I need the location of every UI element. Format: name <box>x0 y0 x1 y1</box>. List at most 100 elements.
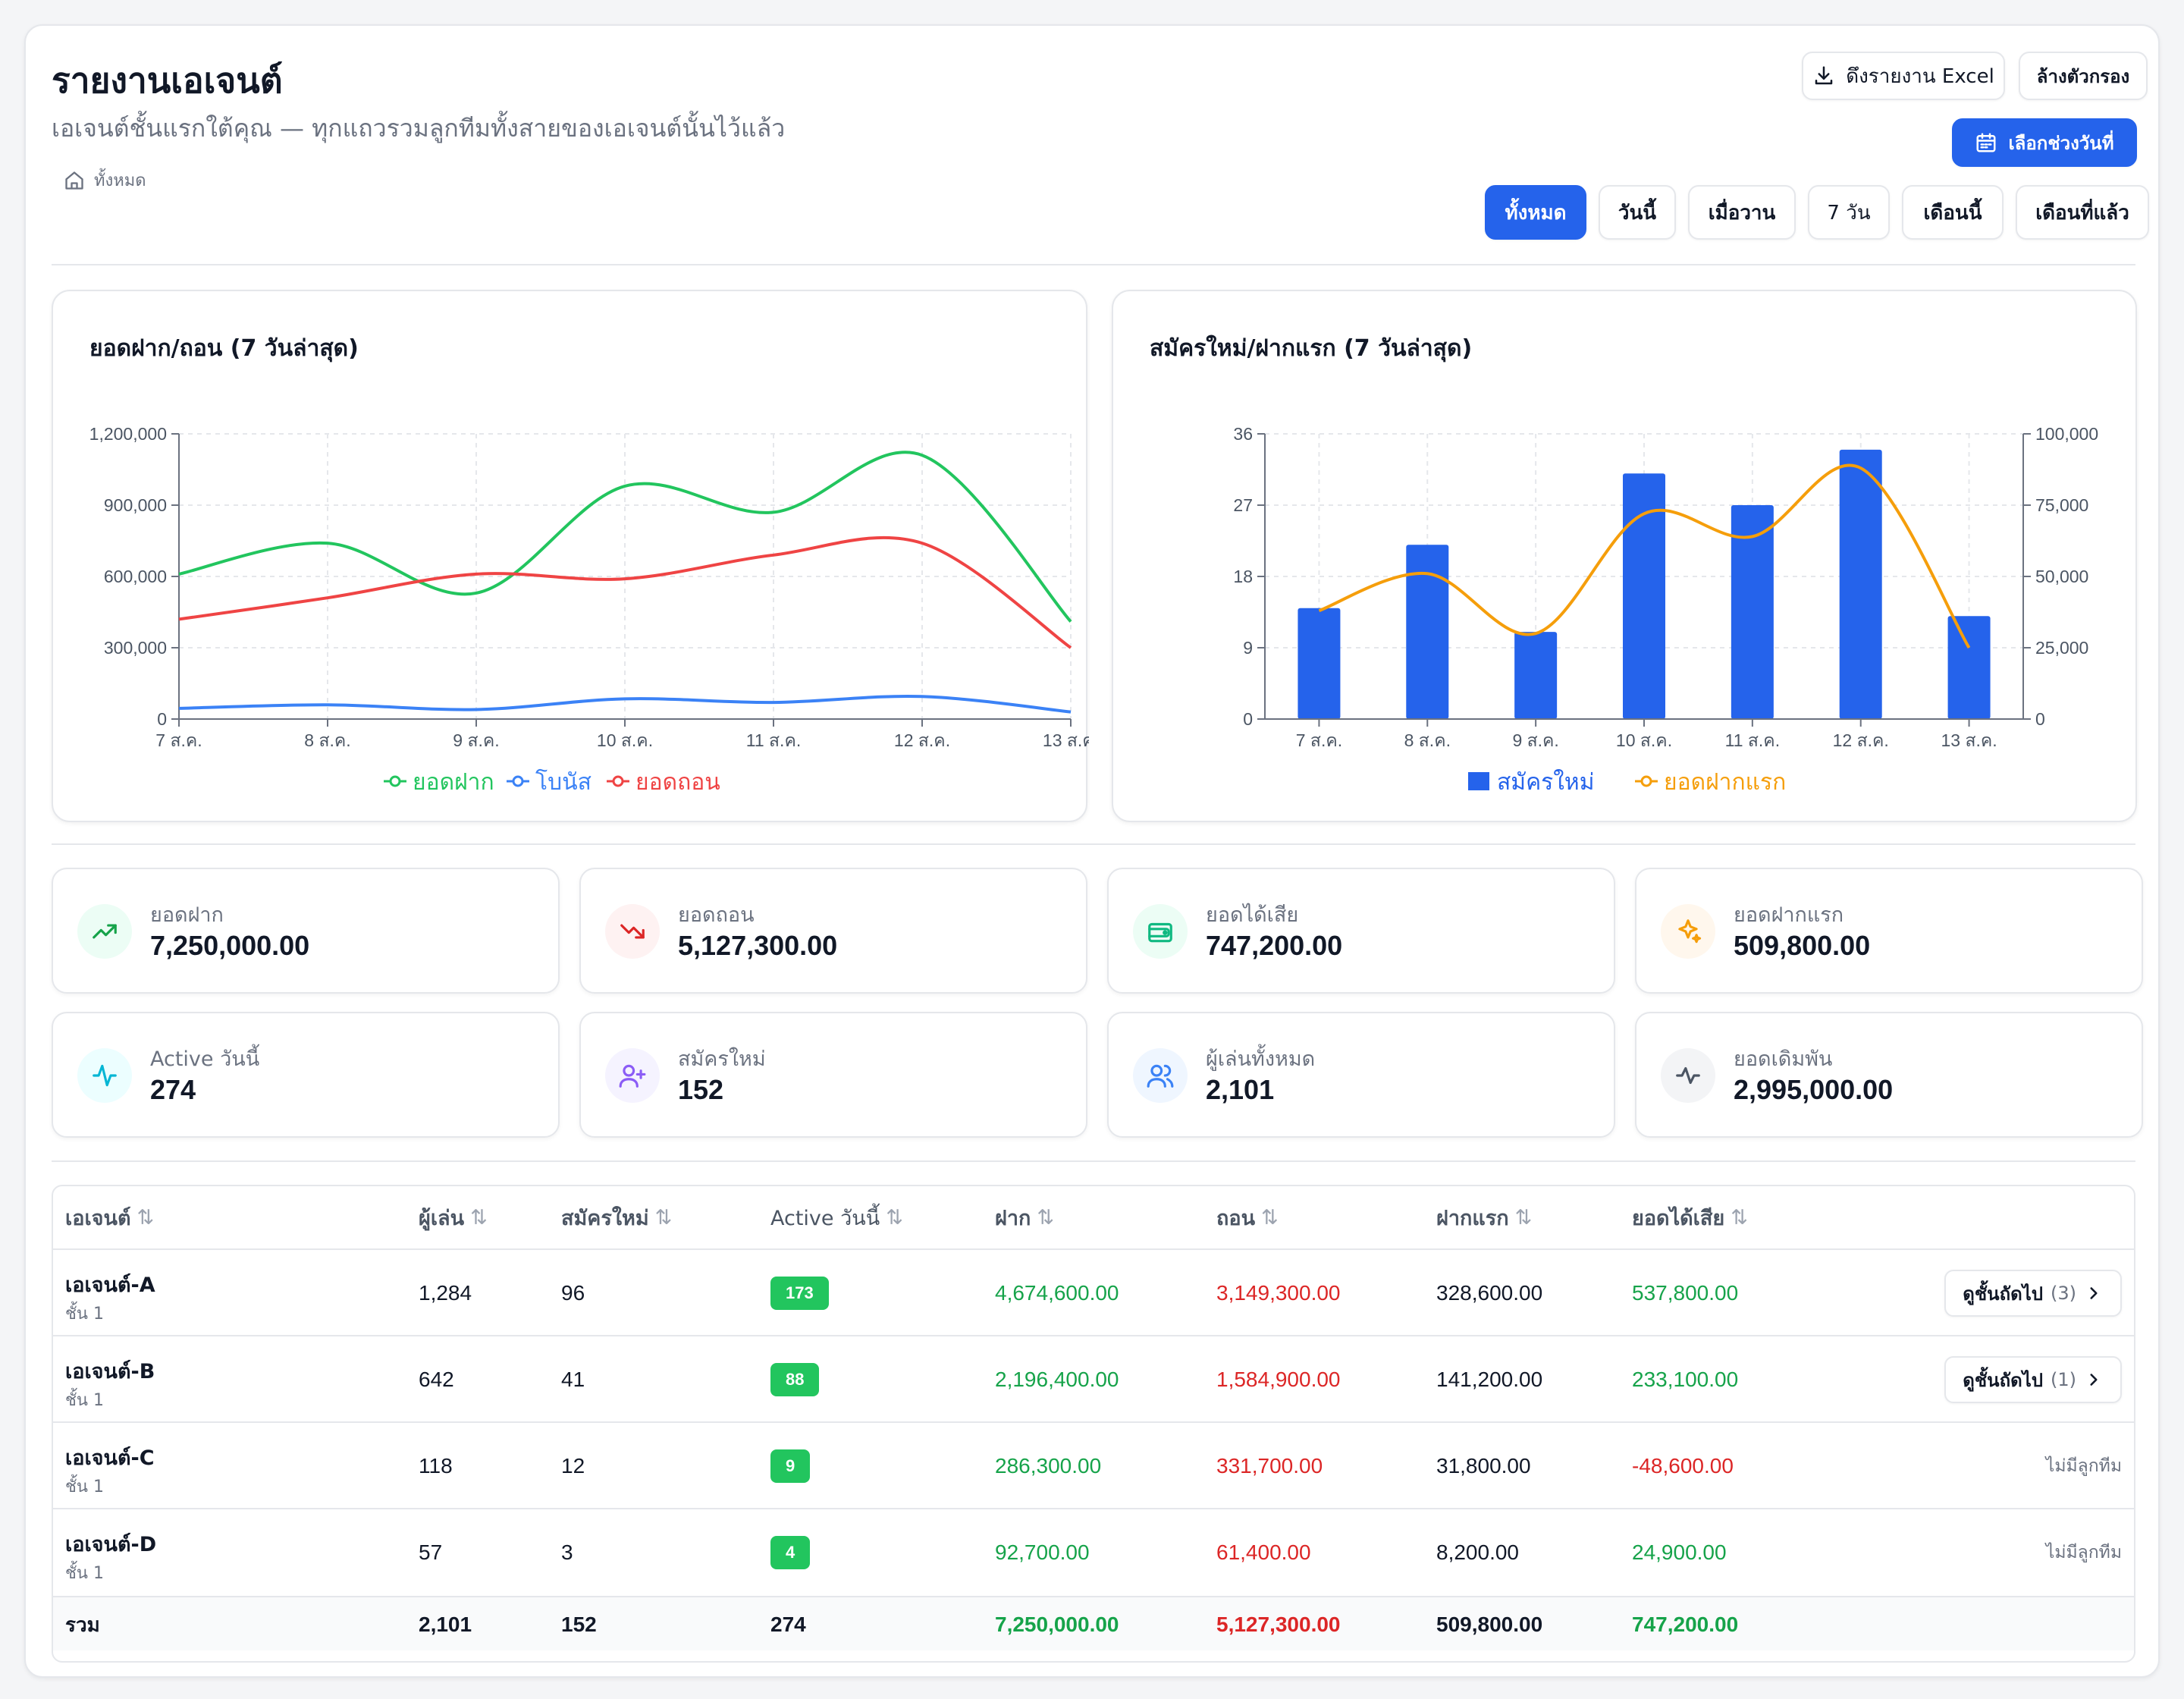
page-subtitle: เอเจนต์ชั้นแรกใต้คุณ — ทุกแถวรวมลูกทีมทั… <box>52 114 786 143</box>
total-active: 274 <box>770 1613 806 1636</box>
y-left-tick-label: 27 <box>1233 495 1253 515</box>
withdraw-cell: 3,149,300.00 <box>1216 1281 1341 1305</box>
stat-card: ยอดเดิมพัน 2,995,000.00 <box>1635 1012 2143 1138</box>
chevron-right-icon <box>2090 1374 2098 1386</box>
total-first-deposit: 509,800.00 <box>1436 1613 1543 1636</box>
sparkles-icon <box>1661 904 1715 959</box>
agent-tier: ชั้น 1 <box>65 1305 104 1324</box>
table-total-row: รวม 2,101 152 274 7,250,000.00 5,127,300… <box>53 1596 2134 1650</box>
profit-loss-cell: 24,900.00 <box>1632 1540 1727 1564</box>
column-header-players[interactable]: ผู้เล่น ⇅ <box>419 1205 488 1230</box>
table-row: เอเจนต์-B ชั้น 1 642 41 88 2,196,400.00 … <box>53 1335 2134 1421</box>
y-right-tick-label: 25,000 <box>2035 638 2088 658</box>
stat-label: ยอดฝาก <box>150 903 224 927</box>
date-range-button[interactable]: เลือกช่วงวันที่ <box>1952 118 2137 167</box>
y-right-tick-label: 100,000 <box>2035 424 2098 444</box>
calendar-icon <box>1976 133 1996 152</box>
deposit-withdraw-chart-card: ยอดฝาก/ถอน (7 วันล่าสุด) 0 300,000 600,000… <box>52 290 1089 822</box>
column-header-first-deposit[interactable]: ฝากแรก ⇅ <box>1436 1205 1533 1230</box>
clear-filter-label: ล้างตัวกรอง <box>2036 65 2130 87</box>
export-excel-label: ดึงรายงาน Excel <box>1846 64 1994 88</box>
total-players: 2,101 <box>419 1613 472 1636</box>
view-next-level-button[interactable]: ดูชั้นถัดไป (3) <box>1944 1270 2122 1317</box>
y-tick-label: 900,000 <box>104 495 167 515</box>
active-badge: 173 <box>770 1277 829 1310</box>
first-deposit-line <box>1318 463 1971 649</box>
x-tick-label: 9 ส.ค. <box>1512 730 1558 750</box>
filter-this-month-button[interactable]: เดือนนี้ <box>1902 185 2004 240</box>
y-left-tick-label: 9 <box>1243 638 1253 658</box>
column-header-agent[interactable]: เอเจนต์ ⇅ <box>65 1205 155 1230</box>
filter-all-button[interactable]: ทั้งหมด <box>1485 185 1586 240</box>
x-tick-label: 10 ส.ค. <box>597 730 653 750</box>
no-team-label: ไม่มีลูกทีม <box>2045 1543 2122 1562</box>
stat-card: Active วันนี้ 274 <box>52 1012 560 1138</box>
x-tick-label: 9 ส.ค. <box>453 730 499 750</box>
breadcrumb[interactable]: ทั้งหมด <box>64 167 146 193</box>
filter-7days-button[interactable]: 7 วัน <box>1808 185 1890 240</box>
bar <box>1839 449 1882 719</box>
column-header-active-today[interactable]: Active วันนี้ ⇅ <box>770 1205 903 1230</box>
stat-value: 5,127,300.00 <box>678 930 838 961</box>
filter-last-month-button[interactable]: เดือนที่แล้ว <box>2016 185 2149 240</box>
y-right-tick-label: 50,000 <box>2035 567 2088 586</box>
deposit-cell: 4,674,600.00 <box>995 1281 1119 1305</box>
column-header-new-signups[interactable]: สมัครใหม่ ⇅ <box>561 1205 673 1230</box>
stat-label: ยอดถอน <box>678 903 755 927</box>
total-withdraw: 5,127,300.00 <box>1216 1613 1341 1636</box>
signup-first-deposit-chart: 0 9 18 27 36 0 25,000 50,000 75,000 100,000 7 ส.ค.… <box>1233 424 2098 796</box>
x-tick-label: 8 ส.ค. <box>1404 730 1451 750</box>
filter-yesterday-button[interactable]: เมื่อวาน <box>1688 185 1796 240</box>
stat-card: ยอดฝากแรก 509,800.00 <box>1635 868 2143 994</box>
stat-value: 152 <box>678 1074 724 1105</box>
column-header-profit-loss[interactable]: ยอดได้เสีย ⇅ <box>1632 1205 1748 1230</box>
legend-label: ยอดถอน <box>635 769 720 796</box>
players-cell: 642 <box>419 1368 454 1391</box>
trending-up-icon <box>77 904 132 959</box>
bar <box>1298 608 1341 719</box>
legend-marker <box>512 775 524 787</box>
stat-label: ยอดฝากแรก <box>1734 903 1844 927</box>
new-signups-cell: 12 <box>561 1454 585 1478</box>
new-signups-cell: 3 <box>561 1540 573 1564</box>
players-cell: 57 <box>419 1540 443 1564</box>
x-tick-label: 7 ส.ค. <box>1296 730 1342 750</box>
divider <box>52 264 2135 265</box>
signup-first-deposit-chart-card: สมัครใหม่/ฝากแรก (7 วันล่าสุด) 0 9 18 27 36 0… <box>1112 290 2137 822</box>
view-next-level-button[interactable]: ดูชั้นถัดไป (1) <box>1944 1356 2122 1403</box>
first-deposit-cell: 8,200.00 <box>1436 1540 1519 1564</box>
report-page: รายงานเอเจนต์ เอเจนต์ชั้นแรกใต้คุณ — ทุก… <box>24 24 2160 1678</box>
withdraw-cell: 331,700.00 <box>1216 1454 1323 1478</box>
y-right-tick-label: 0 <box>2035 709 2045 729</box>
chart-title: สมัครใหม่/ฝากแรก (7 วันล่าสุด) <box>1150 335 1473 362</box>
total-profit-loss: 747,200.00 <box>1632 1613 1739 1636</box>
filter-today-button[interactable]: วันนี้ <box>1599 185 1676 240</box>
agent-name: เอเจนต์-C <box>65 1446 155 1470</box>
active-cell: 4 <box>770 1509 811 1596</box>
stat-label: ผู้เล่นทั้งหมด <box>1206 1047 1316 1071</box>
deposit-cell: 92,700.00 <box>995 1540 1090 1564</box>
column-header-withdraw[interactable]: ถอน ⇅ <box>1216 1205 1279 1230</box>
deposit-cell: 286,300.00 <box>995 1454 1102 1478</box>
agent-tier: ชั้น 1 <box>65 1478 104 1496</box>
active-badge: 4 <box>770 1536 811 1569</box>
divider <box>52 843 2135 845</box>
new-signups-cell: 96 <box>561 1281 585 1305</box>
download-icon <box>1815 66 1833 85</box>
export-excel-button[interactable]: ดึงรายงาน Excel <box>1802 52 2005 100</box>
clear-filter-button[interactable]: ล้างตัวกรอง <box>2019 52 2148 100</box>
x-tick-label: 13 ส.ค. <box>1941 730 1997 750</box>
y-tick-label: 300,000 <box>104 638 167 658</box>
bar <box>1514 632 1558 719</box>
first-deposit-cell: 141,200.00 <box>1436 1368 1543 1391</box>
y-tick-label: 0 <box>157 709 167 729</box>
stat-card: ยอดฝาก 7,250,000.00 <box>52 868 560 994</box>
bar <box>1623 473 1665 719</box>
total-label: รวม <box>65 1613 100 1637</box>
players-cell: 1,284 <box>419 1281 472 1305</box>
new-signups-cell: 41 <box>561 1368 585 1391</box>
active-cell: 88 <box>770 1336 820 1423</box>
y-left-tick-label: 0 <box>1243 709 1253 729</box>
bar <box>1406 545 1449 719</box>
column-header-deposit[interactable]: ฝาก ⇅ <box>995 1205 1054 1230</box>
